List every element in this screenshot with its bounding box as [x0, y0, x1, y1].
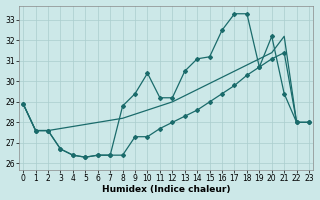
X-axis label: Humidex (Indice chaleur): Humidex (Indice chaleur) [102, 185, 230, 194]
